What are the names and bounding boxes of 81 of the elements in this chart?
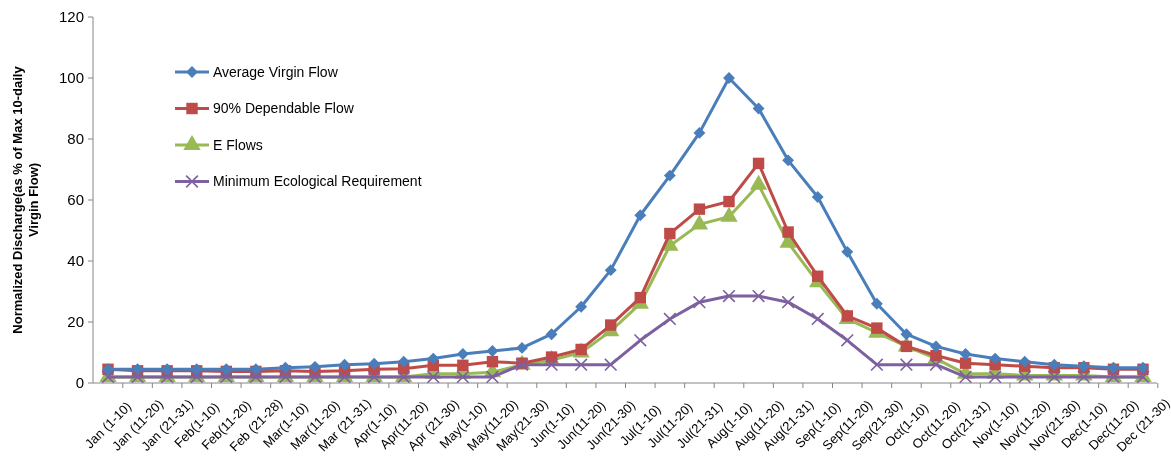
point xyxy=(219,370,233,384)
point xyxy=(249,370,263,384)
point xyxy=(397,370,411,384)
point xyxy=(1048,358,1061,371)
point xyxy=(899,358,914,372)
y-tick-label: 100 xyxy=(58,69,84,87)
y-tick-label: 40 xyxy=(67,252,84,270)
point xyxy=(130,370,145,384)
legend-label: E Flows xyxy=(213,136,263,153)
point xyxy=(752,102,765,115)
point xyxy=(841,245,854,258)
point xyxy=(782,154,795,167)
point xyxy=(663,312,677,326)
legend-label: Average Virgin Flow xyxy=(213,63,339,80)
point xyxy=(722,289,736,303)
point xyxy=(751,289,766,303)
point xyxy=(870,297,883,310)
point xyxy=(1077,370,1091,384)
point xyxy=(604,358,618,372)
point xyxy=(1018,370,1032,384)
point xyxy=(278,370,293,384)
point xyxy=(840,333,854,347)
y-tick-label: 80 xyxy=(67,130,84,148)
point xyxy=(1136,370,1150,384)
point xyxy=(870,358,884,372)
point xyxy=(456,370,470,384)
point xyxy=(486,355,499,368)
y-axis-title: Normalized Discharge(as % of Max 10-daily Virgin Flow) xyxy=(10,65,41,334)
point xyxy=(427,352,440,365)
legend-label: Minimum Ecological Requirement xyxy=(213,173,422,190)
point xyxy=(634,209,647,222)
y-tick-label: 60 xyxy=(67,191,84,209)
point xyxy=(811,312,825,326)
point xyxy=(811,191,824,203)
point xyxy=(959,348,972,360)
point xyxy=(1018,355,1031,368)
y-tick-label: 20 xyxy=(67,313,84,331)
point xyxy=(1106,370,1121,384)
point xyxy=(397,355,410,368)
point xyxy=(101,370,115,384)
point xyxy=(574,358,588,372)
point xyxy=(781,295,795,309)
point xyxy=(337,370,352,384)
point xyxy=(900,328,913,341)
point xyxy=(782,226,794,238)
point xyxy=(988,370,1002,384)
point xyxy=(959,357,972,369)
point xyxy=(605,319,617,331)
point xyxy=(190,370,204,384)
point xyxy=(575,300,588,313)
point xyxy=(426,370,440,384)
point xyxy=(545,328,558,341)
y-tick-label: 120 xyxy=(58,8,84,26)
point xyxy=(693,203,706,215)
legend-label: 90% Dependable Flow xyxy=(213,100,355,117)
point xyxy=(663,169,676,182)
point xyxy=(930,340,942,353)
point xyxy=(723,195,735,208)
point xyxy=(664,227,676,240)
point xyxy=(929,358,943,372)
point xyxy=(604,264,617,277)
point xyxy=(456,348,469,360)
point xyxy=(1047,370,1061,384)
point xyxy=(367,370,381,384)
point xyxy=(309,360,321,373)
point xyxy=(457,359,469,372)
point xyxy=(752,157,765,170)
point xyxy=(634,291,646,304)
point xyxy=(692,295,707,309)
point xyxy=(812,270,824,282)
point xyxy=(308,370,322,384)
y-tick-label: 0 xyxy=(75,374,84,392)
point xyxy=(958,370,973,384)
point xyxy=(693,126,706,139)
point xyxy=(486,345,499,357)
point xyxy=(160,370,174,384)
point xyxy=(544,358,559,372)
point xyxy=(516,341,528,354)
point xyxy=(485,370,500,384)
point xyxy=(871,322,883,334)
point xyxy=(989,352,1002,365)
